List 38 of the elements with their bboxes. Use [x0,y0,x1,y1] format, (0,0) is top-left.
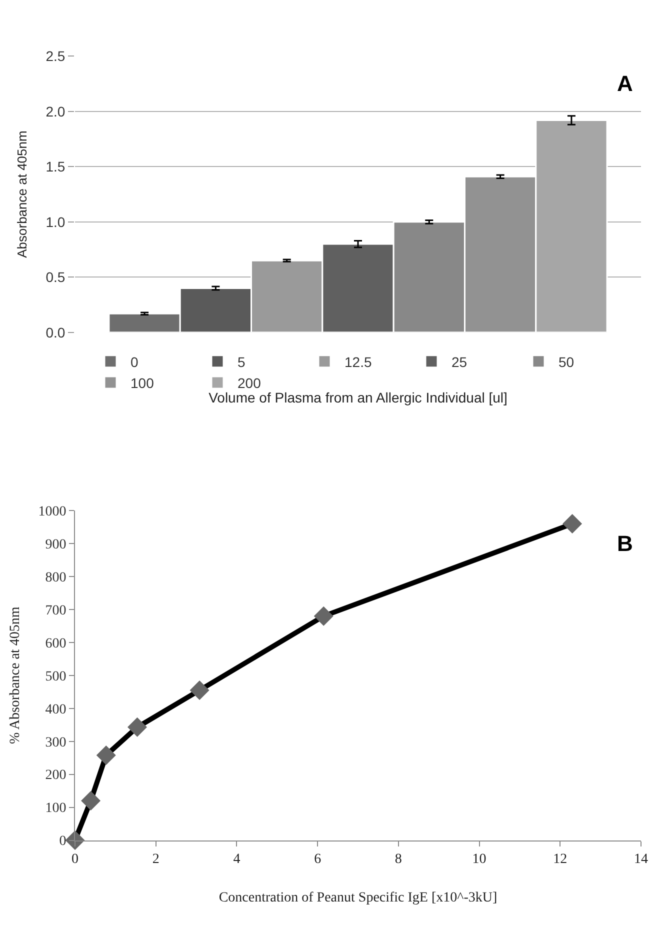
x-tick-label: 8 [394,852,402,868]
y-tick-label: 700 [45,603,66,618]
legend-label: 50 [558,354,574,370]
x-axis-title: Volume of Plasma from an Allergic Individual [ul] [208,390,508,406]
y-tick-label: 200 [45,768,66,784]
legend-label: 0 [130,354,138,370]
legend-label: 12.5 [344,354,372,370]
x-tick-label: 10 [472,852,486,868]
y-tick-label: 0.0 [46,324,66,340]
y-tick-label: 300 [45,735,66,750]
annotation: A [617,71,633,96]
y-tick-label: 500 [45,669,66,684]
x-tick-label: 14 [634,852,648,868]
x-tick-label: 2 [152,852,160,868]
x-tick-label: 4 [233,852,240,868]
y-tick-label: 2.0 [46,103,66,120]
legend-label: 5 [238,354,246,370]
x-axis-title: Concentration of Peanut Specific IgE [x10^-3kU] [218,890,498,906]
annotation: B [617,531,633,556]
y-tick-label: 1.0 [46,214,66,230]
y-tick-label: 800 [45,570,66,586]
y-tick-label: 900 [45,537,66,552]
y-axis-title: Absorbance at 405nm [14,130,30,258]
y-tick-label: 100 [45,801,66,816]
y-tick-label: 0 [59,834,66,850]
y-tick-label: 2.5 [46,48,66,64]
y-axis-title: % Absorbance at 405nm [8,606,23,744]
x-tick-label: 0 [72,852,78,868]
y-tick-label: 0.5 [46,269,66,286]
legend-label: 200 [238,375,262,392]
x-tick-label: 12 [553,852,568,868]
y-tick-label: 1000 [38,504,66,520]
y-tick-label: 400 [45,702,66,718]
legend-label: 25 [452,354,468,370]
y-tick-label: 600 [45,636,66,652]
legend-label: 100 [130,375,154,392]
x-tick-label: 6 [314,852,322,868]
y-tick-label: 1.5 [46,158,66,175]
